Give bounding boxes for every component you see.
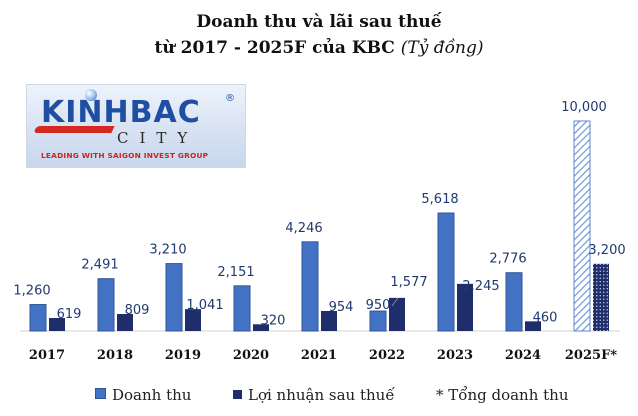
bar-profit-2024 <box>525 321 541 331</box>
logo-word: KINHBAC <box>41 95 201 130</box>
chart-title-line2: từ 2017 - 2025F của KBC (Tỷ đồng) <box>0 38 638 58</box>
chart-title-unit: (Tỷ đồng) <box>400 38 484 58</box>
value-label-revenue-2018: 2,491 <box>81 258 118 273</box>
value-label-revenue-2017: 1,260 <box>13 284 50 299</box>
chart-title-line1: Doanh thu và lãi sau thuế <box>196 12 442 32</box>
value-label-revenue-2021: 4,246 <box>285 221 322 236</box>
value-label-group: 1,260 619 2,491 809 3,210 1,041 2,151 320 4,246 9… <box>13 100 625 328</box>
value-label-profit-2022: 1,577 <box>390 275 427 290</box>
bar-group <box>29 120 609 332</box>
legend-footnote: * Tổng doanh thu <box>436 386 569 404</box>
bar-revenue-2020 <box>233 285 251 332</box>
bar-profit-2022 <box>389 297 405 331</box>
value-label-revenue-2023: 5,618 <box>421 192 458 207</box>
value-label-revenue-2025F*: 10,000 <box>561 100 607 115</box>
bar-revenue-2021 <box>301 241 319 332</box>
bar-profit-2021 <box>321 310 337 331</box>
x-tick-label-2022: 2022 <box>369 348 405 363</box>
value-label-revenue-2022: 950 <box>366 298 391 313</box>
bar-revenue-2019 <box>165 263 183 332</box>
label-leader-line <box>391 297 399 307</box>
legend-label-revenue: Doanh thu <box>112 386 192 404</box>
x-tick-label-2021: 2021 <box>301 348 337 363</box>
chart-title-main: từ 2017 - 2025F của KBC <box>154 38 395 58</box>
bar-revenue-2023 <box>437 212 455 332</box>
logo-registered-mark: ® <box>225 93 235 104</box>
x-tick-label-group: 2017 2018 2019 2020 2021 2022 2023 2024 2025F* <box>29 348 617 363</box>
value-label-revenue-2020: 2,151 <box>217 265 254 280</box>
bar-revenue-2025F* <box>573 120 591 332</box>
bar-profit-2018 <box>117 314 133 331</box>
x-tick-label-2018: 2018 <box>97 348 133 363</box>
x-tick-label-2020: 2020 <box>233 348 269 363</box>
x-tick-label-2025F*: 2025F* <box>565 348 617 363</box>
bar-profit-2017 <box>49 318 65 331</box>
legend-item-revenue: Doanh thu <box>95 386 191 404</box>
legend: Doanh thu Lợi nhuận sau thuế * Tổng doan… <box>0 386 638 408</box>
bar-revenue-2022 <box>369 310 387 332</box>
legend-swatch-profit <box>233 390 242 399</box>
value-label-profit-2017: 619 <box>57 307 82 322</box>
legend-label-profit: Lợi nhuận sau thuế <box>248 386 395 404</box>
legend-swatch-revenue <box>95 388 106 399</box>
value-label-profit-2024: 460 <box>533 310 558 325</box>
bar-profit-2023 <box>457 283 473 331</box>
x-tick-label-2023: 2023 <box>437 348 473 363</box>
kinhbac-city-logo: KINHBAC ® CITY LEADING WITH SAIGON INVES… <box>26 84 246 168</box>
logo-globe-icon <box>85 89 97 101</box>
x-tick-label-2017: 2017 <box>29 348 65 363</box>
value-label-profit-2019: 1,041 <box>186 298 223 313</box>
bar-profit-2019 <box>185 309 201 331</box>
bar-revenue-2017 <box>29 304 47 332</box>
value-label-profit-2020: 320 <box>261 313 286 328</box>
x-tick-label-2024: 2024 <box>505 348 541 363</box>
value-label-profit-2021: 954 <box>329 300 354 315</box>
bar-profit-2025F* <box>593 263 609 331</box>
value-label-revenue-2024: 2,776 <box>489 252 526 267</box>
value-label-profit-2018: 809 <box>125 303 150 318</box>
x-tick-label-2019: 2019 <box>165 348 201 363</box>
value-label-profit-2023: 2,245 <box>462 279 499 294</box>
bar-revenue-2018 <box>97 278 115 332</box>
logo-city: CITY <box>117 129 199 147</box>
value-label-profit-2025F*: 3,200 <box>588 243 625 258</box>
legend-item-profit: Lợi nhuận sau thuế <box>233 386 395 404</box>
logo-tagline: LEADING WITH SAIGON INVEST GROUP <box>41 151 209 160</box>
value-label-revenue-2019: 3,210 <box>149 243 186 258</box>
bar-revenue-2024 <box>505 272 523 332</box>
bar-profit-2020 <box>253 324 269 331</box>
